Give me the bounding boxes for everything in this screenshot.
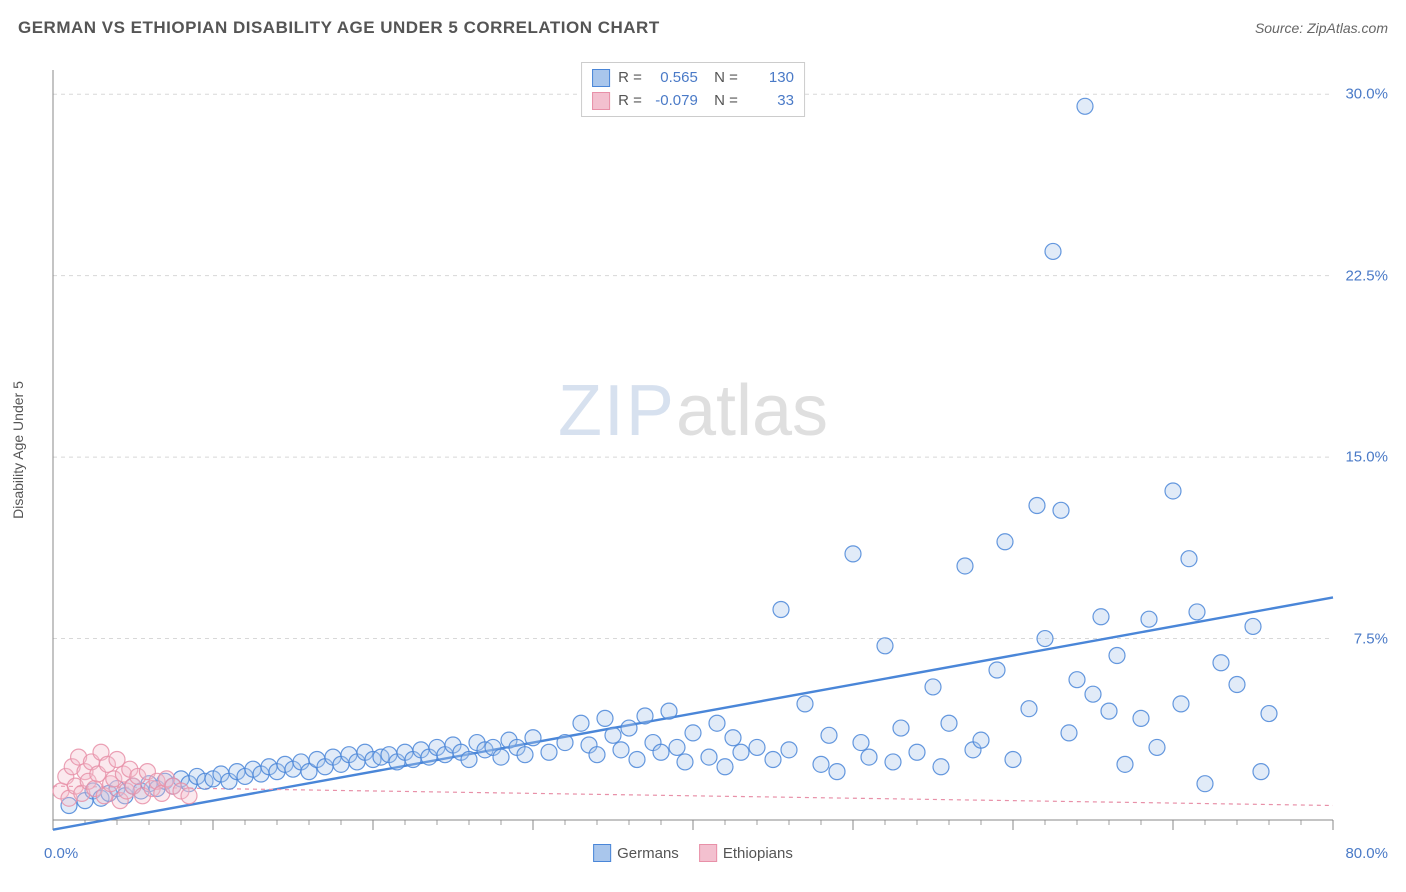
legend-item-germans: Germans <box>593 844 679 862</box>
swatch-ethiopians <box>592 92 610 110</box>
y-tick-label: 15.0% <box>1345 449 1388 466</box>
y-axis-label: Disability Age Under 5 <box>10 381 26 519</box>
legend-stats-row-ethiopians: R = -0.079 N = 33 <box>592 90 794 113</box>
chart-title: GERMAN VS ETHIOPIAN DISABILITY AGE UNDER… <box>18 18 660 38</box>
legend-label-ethiopians: Ethiopians <box>723 845 793 862</box>
y-tick-label: 7.5% <box>1354 630 1388 647</box>
legend-stats: R = 0.565 N = 130 R = -0.079 N = 33 <box>581 62 805 117</box>
swatch-germans-bottom <box>593 844 611 862</box>
r-value-ethiopians: -0.079 <box>650 90 698 113</box>
swatch-germans <box>592 69 610 87</box>
legend-series: Germans Ethiopians <box>593 844 793 862</box>
y-tick-label: 30.0% <box>1345 86 1388 103</box>
x-min-label: 0.0% <box>44 845 78 862</box>
scatter-plot <box>48 60 1338 840</box>
chart-source: Source: ZipAtlas.com <box>1255 20 1388 36</box>
swatch-ethiopians-bottom <box>699 844 717 862</box>
x-max-label: 80.0% <box>1345 845 1388 862</box>
n-value-germans: 130 <box>746 67 794 90</box>
legend-label-germans: Germans <box>617 845 679 862</box>
legend-item-ethiopians: Ethiopians <box>699 844 793 862</box>
chart-header: GERMAN VS ETHIOPIAN DISABILITY AGE UNDER… <box>18 18 1388 38</box>
n-value-ethiopians: 33 <box>746 90 794 113</box>
y-tick-label: 22.5% <box>1345 267 1388 284</box>
chart-area: Disability Age Under 5 ZIPatlas R = 0.56… <box>48 60 1338 840</box>
legend-stats-row-germans: R = 0.565 N = 130 <box>592 67 794 90</box>
r-value-germans: 0.565 <box>650 67 698 90</box>
